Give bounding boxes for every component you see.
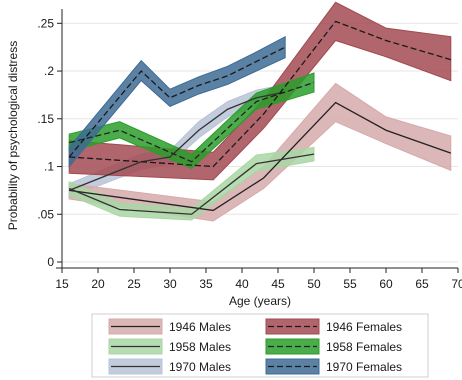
legend-label: 1958 Females	[326, 340, 402, 354]
legend-label: 1946 Males	[169, 320, 231, 334]
x-tick-label: 20	[91, 277, 105, 291]
x-axis-title: Age (years)	[229, 294, 291, 308]
line-1958-males	[68, 153, 315, 215]
axes: 15 20 25 30 35 40 45 50 55 60 65 70 0 .05 .1 .15 .2 .25	[37, 9, 462, 291]
legend-item-1958-females: 1958 Females	[265, 338, 402, 355]
legend-swatch	[265, 318, 320, 335]
y-tick-label: 0	[47, 255, 54, 269]
band-1970-females	[68, 35, 286, 168]
legend-label: 1970 Males	[169, 360, 231, 374]
legend-item-1958-males: 1958 Males	[108, 338, 231, 355]
x-tick-label: 15	[55, 277, 69, 291]
x-tick-label: 55	[343, 277, 357, 291]
x-tick-label: 45	[271, 277, 285, 291]
y-tick-label: .05	[37, 207, 54, 221]
series-lines	[68, 20, 452, 215]
x-tick-label: 65	[415, 277, 429, 291]
x-tick-label: 50	[307, 277, 321, 291]
line-1958-females	[69, 81, 315, 163]
y-tick-label: .15	[37, 112, 54, 126]
x-tick-label: 25	[127, 277, 141, 291]
legend-label: 1958 Males	[169, 340, 231, 354]
legend-swatch	[265, 338, 320, 355]
line-1946-males	[69, 101, 452, 212]
y-tick-label: .2	[44, 64, 54, 78]
legend-swatch	[265, 358, 320, 375]
y-tick-label: .1	[44, 160, 54, 174]
legend-label: 1946 Females	[326, 320, 402, 334]
legend-label: 1970 Females	[326, 360, 402, 374]
legend-item-1946-males: 1946 Males	[108, 318, 231, 335]
band-1958-males	[68, 146, 315, 221]
x-tick-label: 35	[199, 277, 213, 291]
line-1946-females	[69, 20, 451, 168]
band-1958-females	[68, 72, 315, 170]
x-tick-label: 70	[451, 277, 462, 291]
x-tick-label: 40	[235, 277, 249, 291]
legend: 1946 Males 1946 Females 1958 Males 1958 Fem…	[91, 313, 429, 378]
y-tick-label: .25	[37, 16, 54, 30]
legend-item-1946-females: 1946 Females	[265, 318, 402, 335]
legend-item-1970-males: 1970 Males	[108, 358, 231, 375]
legend-item-1970-females: 1970 Females	[265, 358, 402, 375]
x-tick-label: 60	[379, 277, 393, 291]
line-1970-females	[68, 46, 286, 158]
y-axis-title: Probability of psychological distress	[6, 41, 20, 230]
x-tick-label: 30	[163, 277, 177, 291]
